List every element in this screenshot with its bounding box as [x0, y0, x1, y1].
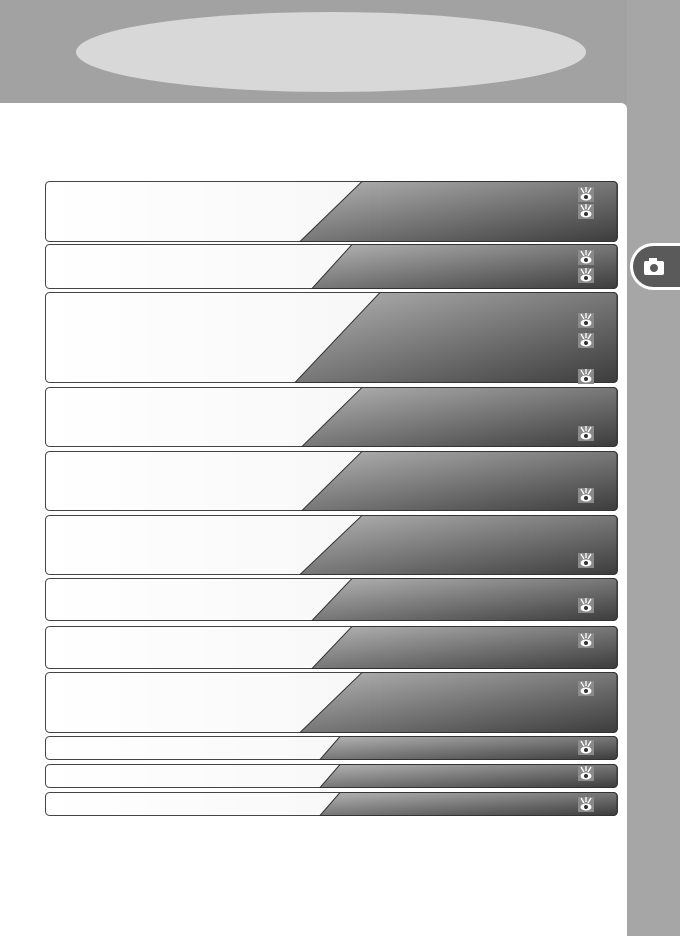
section-box — [45, 672, 618, 733]
section-box — [45, 451, 618, 511]
section-box — [45, 244, 618, 289]
section-box — [45, 181, 618, 242]
eye-reference-icon — [578, 488, 594, 503]
section-detail-area — [300, 387, 618, 447]
eye-reference-icon — [578, 204, 594, 219]
section-detail-area — [298, 181, 618, 242]
section-box — [45, 578, 618, 621]
section-detail-area — [310, 244, 618, 289]
section-box — [45, 387, 618, 447]
section-detail-area — [298, 672, 618, 733]
section-box — [45, 792, 618, 816]
eye-reference-icon — [578, 333, 594, 348]
sidebar — [627, 0, 680, 936]
eye-reference-icon — [578, 797, 594, 812]
section-detail-area — [300, 451, 618, 511]
section-detail-area — [318, 792, 618, 816]
section-box — [45, 626, 618, 669]
section-box — [45, 736, 618, 760]
eye-reference-icon — [578, 369, 594, 384]
eye-reference-icon — [578, 187, 594, 202]
eye-reference-icon — [578, 250, 594, 265]
eye-reference-icon — [578, 766, 594, 781]
section-detail-area — [298, 515, 618, 575]
section-detail-area — [318, 764, 618, 788]
section-box — [45, 764, 618, 788]
eye-reference-icon — [578, 313, 594, 328]
eye-reference-icon — [578, 598, 594, 613]
section-box — [45, 292, 618, 384]
section-detail-area — [310, 626, 618, 669]
section-box — [45, 515, 618, 575]
section-tab-shooting[interactable] — [630, 243, 680, 290]
section-detail-area — [293, 292, 618, 383]
page-header — [0, 0, 680, 110]
eye-reference-icon — [578, 426, 594, 441]
section-detail-area — [310, 578, 618, 621]
section-detail-area — [318, 736, 618, 760]
title-oval — [76, 12, 586, 92]
eye-reference-icon — [578, 553, 594, 568]
eye-reference-icon — [578, 268, 594, 283]
eye-reference-icon — [578, 740, 594, 755]
eye-reference-icon — [578, 681, 594, 696]
eye-reference-icon — [578, 633, 594, 648]
camera-icon — [644, 258, 664, 275]
